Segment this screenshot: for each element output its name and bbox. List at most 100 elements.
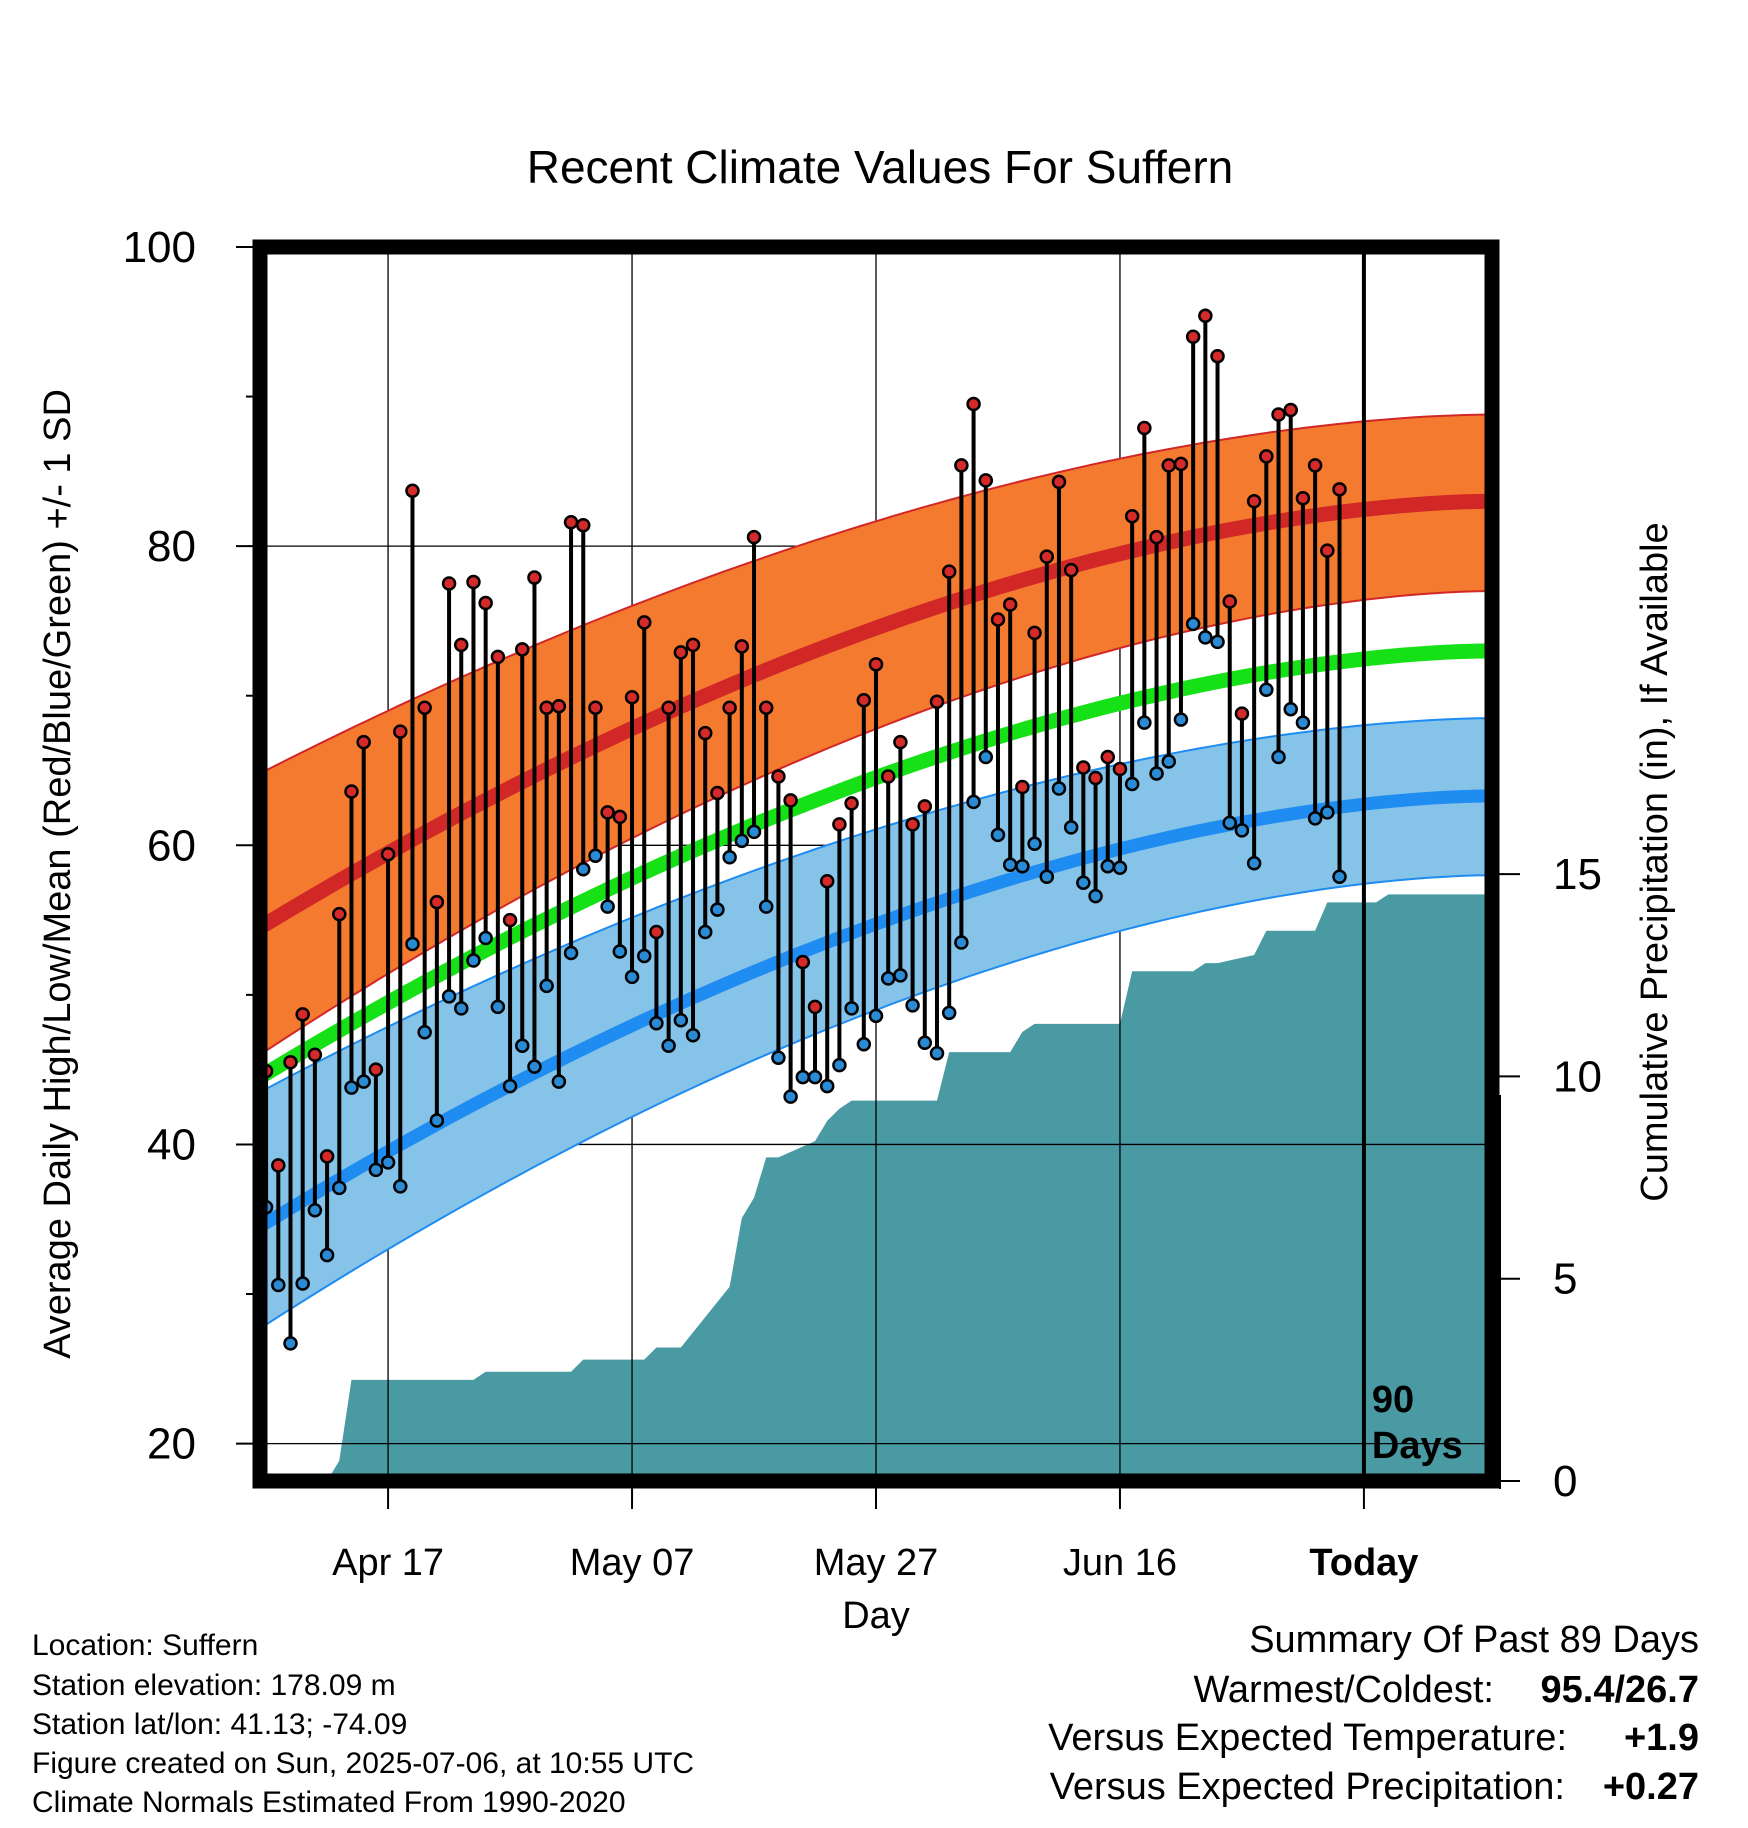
daily-high-point: [575, 517, 591, 533]
daily-low-point: [1320, 805, 1335, 820]
daily-low-point: [563, 945, 579, 961]
daily-low-point: [539, 978, 554, 994]
daily-low-point: [673, 1013, 689, 1028]
high-sd-band: [260, 413, 1492, 1056]
daily-high-point: [1002, 597, 1018, 612]
daily-low-point: [454, 1001, 469, 1016]
daily-high-point: [1100, 749, 1116, 765]
daily-low-point: [880, 971, 896, 986]
footer-location: Location: Suffern: [32, 1629, 258, 1662]
daily-low-point: [783, 1089, 798, 1104]
daily-low-point: [515, 1038, 530, 1053]
daily-high-point: [393, 724, 408, 739]
daily-low-point: [710, 902, 725, 917]
daily-low-point: [283, 1336, 298, 1351]
daily-high-point: [441, 576, 457, 591]
daily-high-point: [954, 458, 969, 473]
x-tick-label: May 27: [814, 1542, 939, 1584]
daily-low-point: [1063, 820, 1079, 835]
daily-high-point: [856, 692, 872, 708]
daily-low-point: [758, 899, 774, 914]
daily-low-point: [636, 948, 652, 964]
daily-high-point: [832, 817, 847, 832]
plot-frame: [252, 239, 1500, 1489]
daily-high-point: [368, 1062, 384, 1077]
daily-low-point: [954, 935, 969, 950]
daily-high-point: [685, 637, 701, 653]
daily-high-point: [1210, 348, 1225, 364]
daily-high-point: [1222, 594, 1237, 609]
daily-low-point: [685, 1028, 701, 1043]
daily-high-point: [661, 700, 676, 715]
daily-high-point: [710, 785, 725, 801]
daily-low-point: [368, 1162, 384, 1178]
daily-low-point: [697, 924, 713, 940]
daily-high-point: [1112, 761, 1128, 777]
warm-cold-label: Warmest/Coldest:: [1193, 1669, 1494, 1711]
daily-low-point: [1149, 766, 1164, 781]
daily-low-point: [624, 969, 640, 985]
daily-high-point: [880, 769, 896, 784]
daily-high-point: [1149, 529, 1164, 545]
y-tick-label: 20: [147, 1420, 196, 1469]
chart-title: Recent Climate Values For Suffern: [527, 141, 1234, 193]
daily-high-point: [271, 1158, 286, 1173]
daily-high-point: [1246, 494, 1262, 509]
daily-low-point: [1015, 858, 1030, 874]
daily-low-point: [990, 827, 1006, 843]
daily-low-point: [1161, 754, 1177, 769]
daily-low-point: [1185, 616, 1201, 632]
x-tick-label: Today: [1309, 1542, 1418, 1584]
daily-low-point: [1173, 712, 1189, 727]
normal-high-line: [260, 493, 1492, 935]
daily-low-point: [1076, 875, 1091, 890]
temp-anomaly-value: +1.9: [1624, 1717, 1699, 1759]
daily-low-point: [612, 944, 628, 959]
daily-low-point: [1137, 715, 1152, 730]
daily-high-point: [1234, 706, 1250, 721]
daily-high-point: [966, 396, 981, 412]
daily-high-point: [1076, 760, 1091, 775]
daily-high-point: [295, 1007, 310, 1022]
footer-created: Figure created on Sun, 2025-07-06, at 10…: [32, 1747, 694, 1780]
daily-low-point: [271, 1277, 286, 1293]
daily-low-point: [819, 1078, 835, 1094]
daily-high-point: [1063, 562, 1079, 578]
daily-low-point: [490, 999, 506, 1015]
summary-panel: Summary Of Past 89 Days Warmest/Coldest:…: [1048, 1619, 1699, 1808]
daily-high-point: [319, 1149, 335, 1164]
daily-low-point: [1124, 776, 1140, 792]
daily-high-point: [868, 657, 884, 672]
daily-low-point: [405, 936, 420, 952]
daily-low-point: [600, 899, 615, 914]
daily-low-point: [832, 1057, 847, 1073]
daily-high-point: [551, 698, 567, 714]
daily-low-point: [1295, 715, 1311, 730]
daily-high-point: [783, 793, 798, 808]
footer-latlon: Station lat/lon: 41.13; -74.09: [32, 1708, 407, 1741]
low-sd-band: [260, 717, 1492, 1330]
footer-elevation: Station elevation: 178.09 m: [32, 1669, 396, 1702]
daily-low-point: [1051, 781, 1067, 796]
daily-low-point: [856, 1036, 872, 1052]
y2-tick-label: 5: [1553, 1255, 1577, 1304]
daily-high-point: [307, 1047, 323, 1062]
x-tick-label: Jun 16: [1063, 1542, 1177, 1584]
daily-high-point: [600, 805, 615, 820]
daily-high-point: [734, 639, 750, 654]
daily-low-point: [393, 1179, 408, 1194]
y-tick-label: 40: [147, 1120, 196, 1169]
daily-high-point: [978, 473, 994, 488]
daily-high-point: [1173, 456, 1189, 472]
daily-high-point: [1259, 449, 1274, 464]
precip-anomaly-label: Versus Expected Precipitation:: [1050, 1766, 1565, 1808]
y2-tick-label: 10: [1553, 1052, 1602, 1101]
daily-low-point: [575, 861, 591, 877]
daily-low-point: [917, 1035, 933, 1050]
daily-high-point: [795, 954, 811, 970]
daily-low-point: [844, 1001, 859, 1016]
daily-low-point: [1002, 857, 1018, 872]
daily-low-point: [1210, 634, 1225, 650]
daily-low-point: [478, 930, 493, 946]
